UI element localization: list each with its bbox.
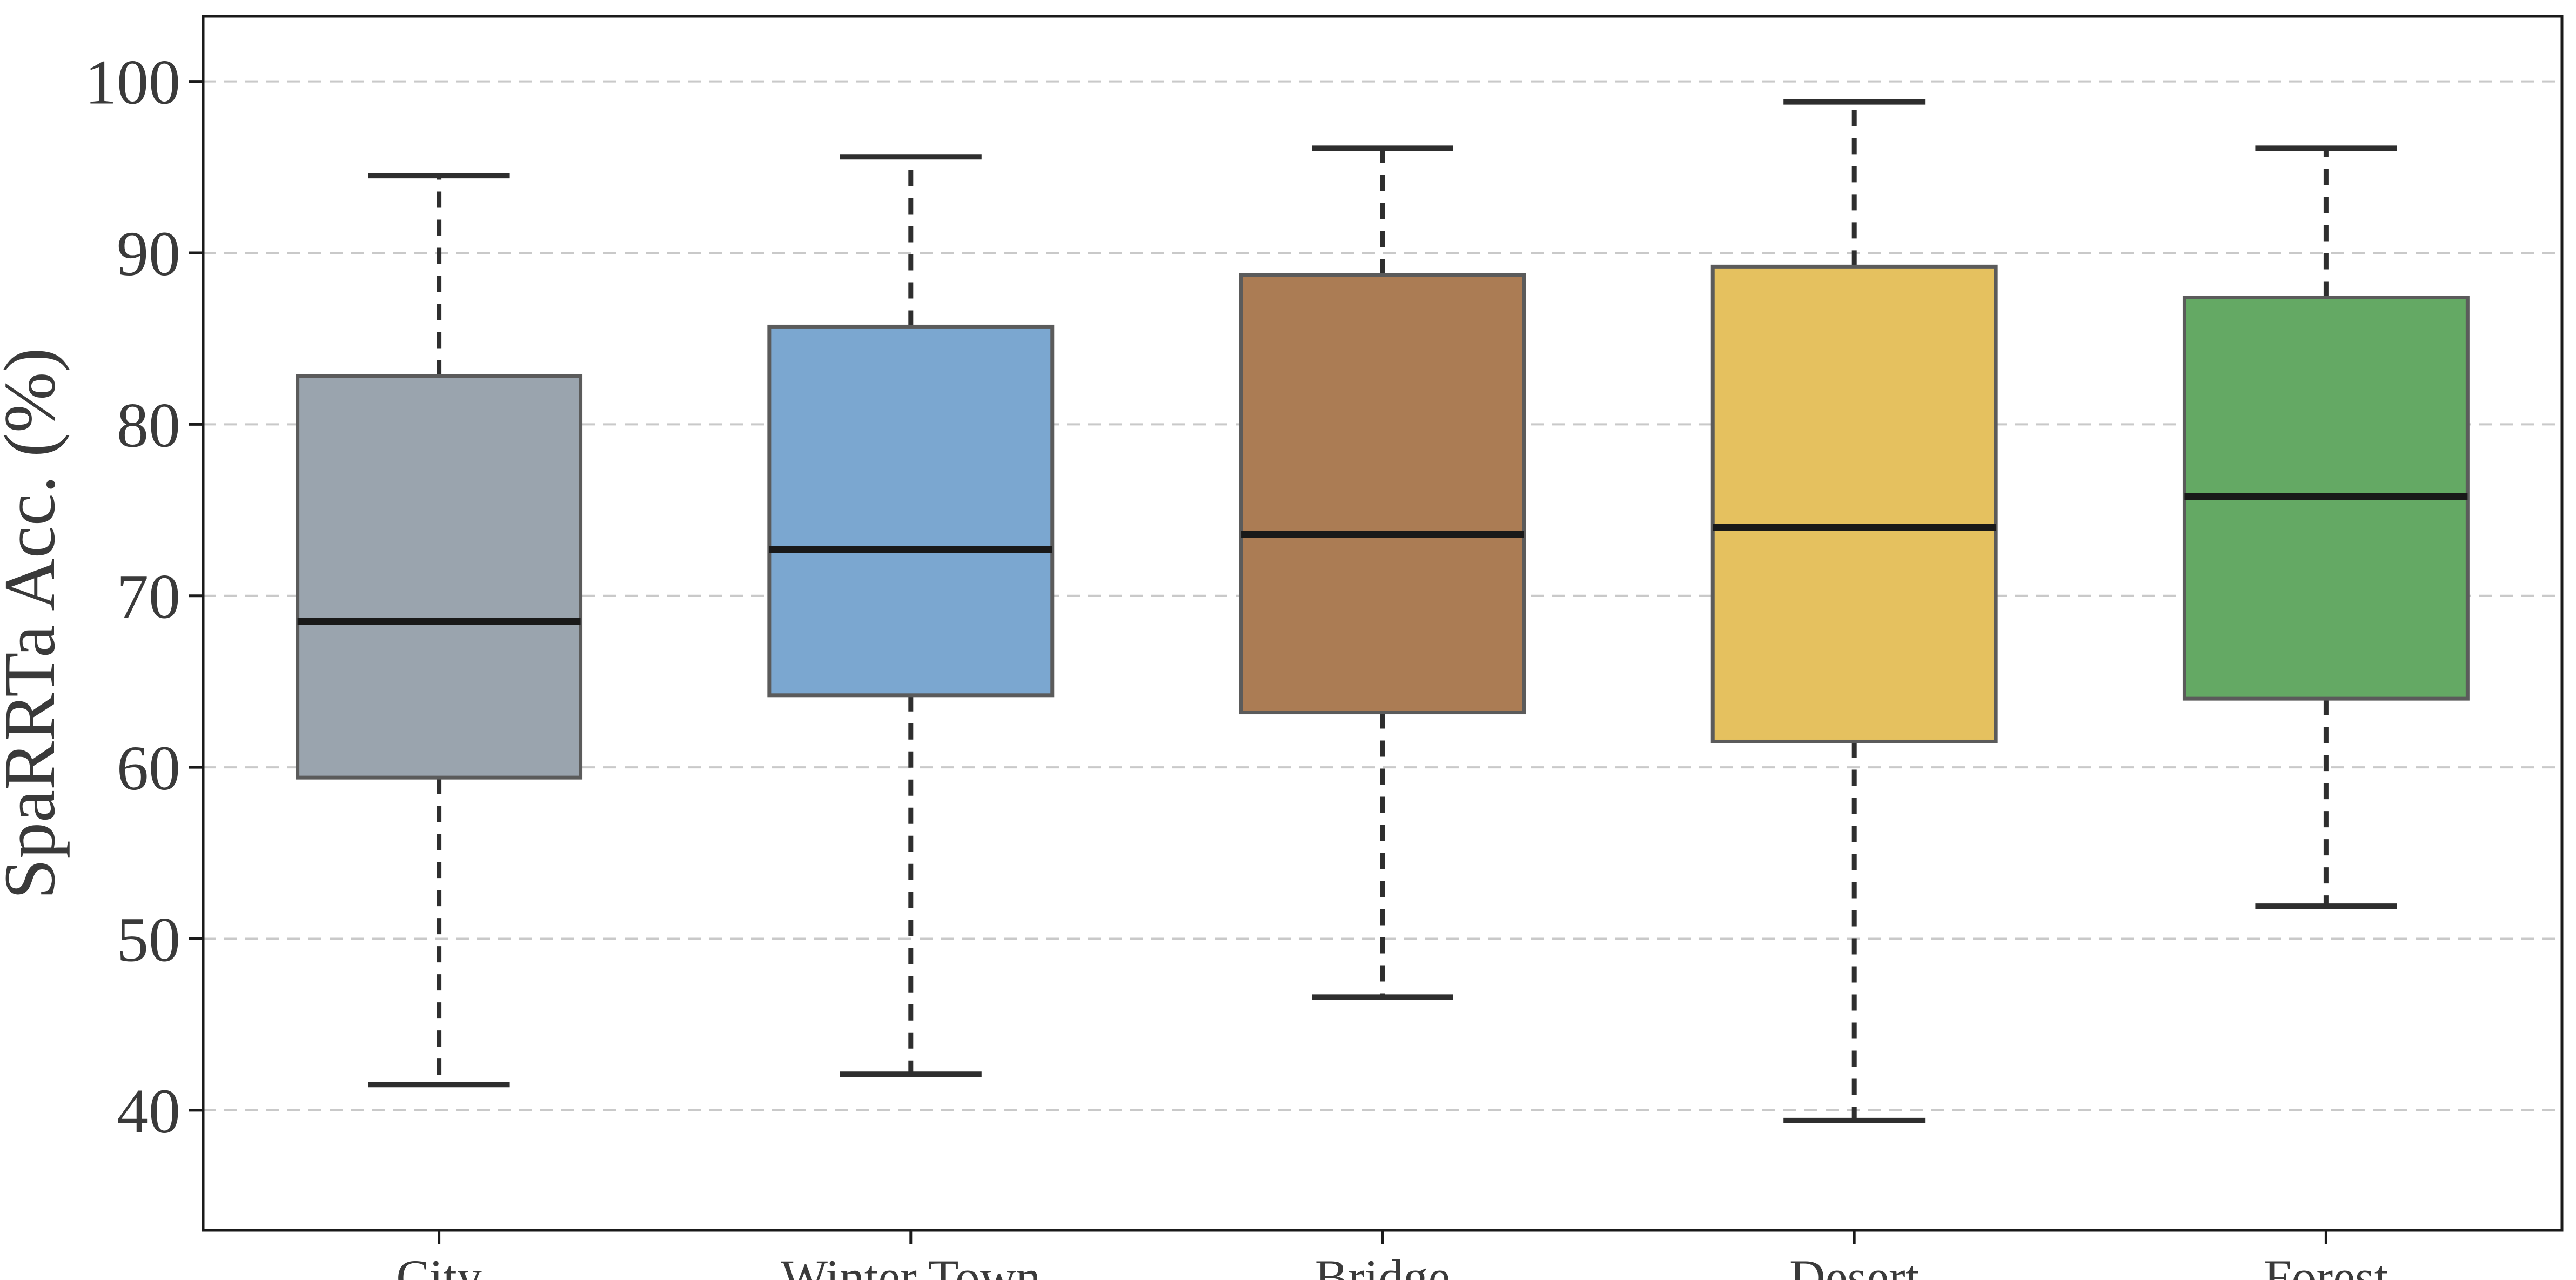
box-group-desert [1710, 99, 1998, 1123]
box-rect [296, 374, 583, 780]
x-tick-label: Winter Town [781, 1250, 1041, 1280]
x-tick-label: Desert [1789, 1250, 1920, 1280]
grid-layer [203, 80, 2562, 1111]
box-rect [767, 324, 1055, 698]
y-tick-label: 80 [117, 390, 180, 460]
y-tick-label: 90 [117, 218, 180, 289]
y-tick-label: 100 [85, 47, 180, 118]
box-group-bridge [1239, 145, 1526, 1000]
x-tick-label: Bridge [1315, 1250, 1450, 1280]
box-layer [296, 99, 2470, 1123]
axis-layer: 40 50 60 70 80 90 100 City Winter Town Bridge Dese… [85, 15, 2564, 1280]
x-tick-label: City [396, 1250, 481, 1280]
box-group-winter-town [767, 154, 1055, 1077]
y-tick-label: 70 [117, 561, 180, 632]
box-rect [1239, 273, 1526, 715]
box-rect [1710, 264, 1998, 743]
y-tick-label: 60 [117, 733, 180, 803]
plot-spines [202, 15, 2564, 1232]
y-tick-label: 40 [117, 1076, 180, 1147]
box-group-forest [2182, 145, 2470, 909]
box-group-city [296, 173, 583, 1088]
x-tick-label: Forest [2264, 1250, 2388, 1280]
y-axis-label: SpaRRTa Acc. (%) [0, 348, 70, 900]
y-tick-label: 50 [117, 904, 180, 975]
